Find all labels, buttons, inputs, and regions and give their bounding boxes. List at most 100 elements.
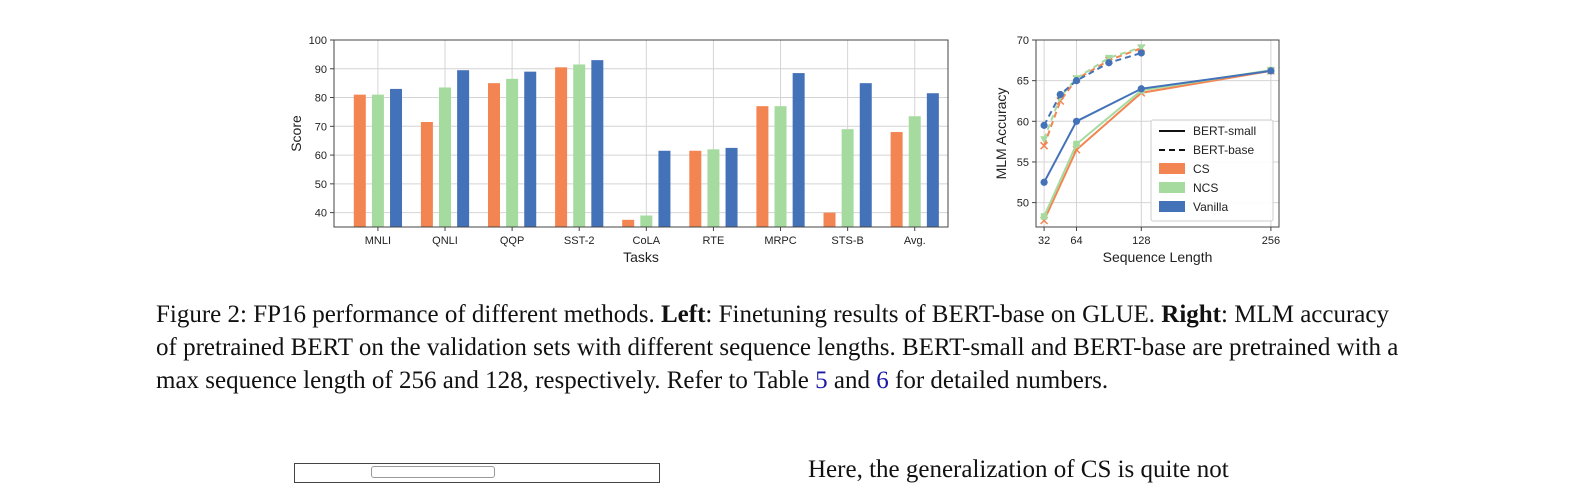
bar-vanilla-mrpc <box>792 73 805 227</box>
legend-swatch-cs <box>1159 163 1185 174</box>
legend-label-cs: CS <box>1193 162 1210 176</box>
marker-bert-small-ncs <box>1073 140 1080 148</box>
x-tick-label: 128 <box>1132 235 1150 247</box>
x-tick-label: RTE <box>703 235 725 247</box>
marker-bert-small-ncs <box>1040 213 1048 220</box>
x-axis-label: Sequence Length <box>1103 249 1213 265</box>
bar-ncs-mrpc <box>774 106 787 227</box>
bar-ncs-cola <box>640 215 653 227</box>
caption-left-label: Left <box>660 301 706 328</box>
marker-x-stroke <box>1072 145 1081 154</box>
glue-bar-chart: 40 50 60 70 80 90 100 MNLI QNLI QQP SST-2 CoLA RTE MR… <box>288 35 949 265</box>
bar-cs-mnli <box>353 94 366 228</box>
x-tick-label: Avg. <box>904 235 926 247</box>
marker-bert-base-ncs <box>1104 54 1113 62</box>
y-tick-label: 40 <box>315 208 327 220</box>
mlm-accuracy-line-chart: 50 55 60 65 70 32 64 128 256 BERT-small BERT-base C… <box>993 35 1280 265</box>
figure-caption: Figure 2: FP16 performance of different … <box>156 298 1416 397</box>
bar-cs-sst2 <box>555 67 568 227</box>
y-tick-label: 65 <box>1017 76 1029 88</box>
y-tick-label: 90 <box>315 64 327 76</box>
marker-bert-small-vanilla <box>1137 85 1145 93</box>
bar-ncs-avg <box>908 116 921 227</box>
bar-ncs-qqp <box>506 78 519 227</box>
bar-vanilla-sst2 <box>591 60 604 228</box>
next-figure-frame <box>294 463 660 483</box>
bar-cs-avg <box>890 132 903 227</box>
y-tick-label: 70 <box>1017 35 1029 47</box>
bar-ncs-mnli <box>371 94 384 228</box>
y-axis-label: Score <box>288 115 304 152</box>
marker-bert-base-ncs <box>1137 44 1146 52</box>
marker-bert-base-vanilla <box>1105 59 1113 67</box>
bar-cs-stsb <box>823 212 836 227</box>
y-tick-label: 60 <box>315 150 327 162</box>
x-tick-label: STS-B <box>831 235 863 247</box>
marker-bert-base-ncs <box>1040 136 1049 144</box>
bar-cs-qqp <box>487 83 500 228</box>
bar-ncs-qnli <box>439 87 452 227</box>
x-tick-label: 32 <box>1038 235 1050 247</box>
marker-x-stroke <box>1040 141 1049 150</box>
legend-label-vanilla: Vanilla <box>1193 200 1228 214</box>
bar-vanilla-cola <box>658 150 671 227</box>
x-tick-label: SST-2 <box>564 235 595 247</box>
next-figure-tab <box>371 466 495 478</box>
marker-bert-base-vanilla <box>1137 49 1145 57</box>
series-line-bert-base-vanilla <box>1043 52 1142 126</box>
marker-bert-base-vanilla <box>1072 77 1081 85</box>
marker-x-stroke <box>1056 96 1065 106</box>
marker-bert-base-cs <box>1040 141 1049 150</box>
x-tick-label: 256 <box>1262 235 1280 247</box>
bar-vanilla-qqp <box>524 71 537 227</box>
bar-cs-qnli <box>420 121 433 227</box>
y-tick-label: 100 <box>309 35 327 47</box>
plot-frame <box>333 39 949 228</box>
bar-vanilla-rte <box>725 147 738 227</box>
x-tick-label: CoLA <box>633 235 661 247</box>
marker-bert-small-vanilla <box>1267 67 1275 75</box>
x-tick-label: MNLI <box>365 235 391 247</box>
x-axis-label: Tasks <box>623 249 659 265</box>
bar-vanilla-avg <box>926 93 939 227</box>
y-tick-label: 70 <box>315 121 327 133</box>
x-tick-label: 64 <box>1070 235 1082 247</box>
y-tick-label: 60 <box>1017 116 1029 128</box>
caption-right-text: : MLM accuracy of pretrained BERT on the… <box>156 301 1399 394</box>
marker-bert-small-vanilla <box>1040 178 1048 186</box>
bar-cs-rte <box>689 150 702 227</box>
marker-bert-base-vanilla <box>1056 90 1064 99</box>
marker-bert-small-vanilla <box>1072 117 1081 125</box>
legend-swatch-vanilla <box>1159 201 1185 212</box>
caption-and: and <box>827 367 877 394</box>
marker-bert-base-vanilla <box>1040 121 1048 129</box>
caption-left-text: : Finetuning results of BERT-base on GLU… <box>705 301 1162 328</box>
x-tick-label: MRPC <box>764 235 796 247</box>
series-line-bert-small-cs <box>1043 69 1272 221</box>
caption-tail: for detailed numbers. <box>888 367 1109 394</box>
caption-lead: Figure 2: FP16 performance of different … <box>156 301 661 328</box>
y-tick-label: 50 <box>1017 198 1029 210</box>
x-tick-label: QNLI <box>432 235 458 247</box>
bar-ncs-rte <box>707 149 720 227</box>
x-tick-label: QQP <box>500 235 524 247</box>
bar-cs-mrpc <box>756 106 769 227</box>
bar-ncs-sst2 <box>573 64 586 227</box>
y-tick-label: 50 <box>315 179 327 191</box>
legend-label-bert-small: BERT-small <box>1193 124 1256 138</box>
legend-swatch-ncs <box>1159 182 1185 193</box>
legend-label-ncs: NCS <box>1193 181 1218 195</box>
series-line-bert-small-vanilla <box>1043 69 1272 183</box>
y-axis-label: MLM Accuracy <box>993 88 1009 180</box>
bar-vanilla-mnli <box>390 88 403 228</box>
table-6-link[interactable]: 6 <box>876 367 889 394</box>
y-tick-label: 80 <box>315 93 327 105</box>
body-text-line: Here, the generalization of CS is quite … <box>808 456 1229 483</box>
table-5-link[interactable]: 5 <box>815 367 828 394</box>
bar-ncs-stsb <box>841 129 854 227</box>
bar-vanilla-stsb <box>859 83 872 228</box>
caption-right-label: Right <box>1161 301 1222 328</box>
bar-vanilla-qnli <box>457 70 470 227</box>
y-tick-label: 55 <box>1017 157 1029 169</box>
legend-label-bert-base: BERT-base <box>1193 143 1254 157</box>
